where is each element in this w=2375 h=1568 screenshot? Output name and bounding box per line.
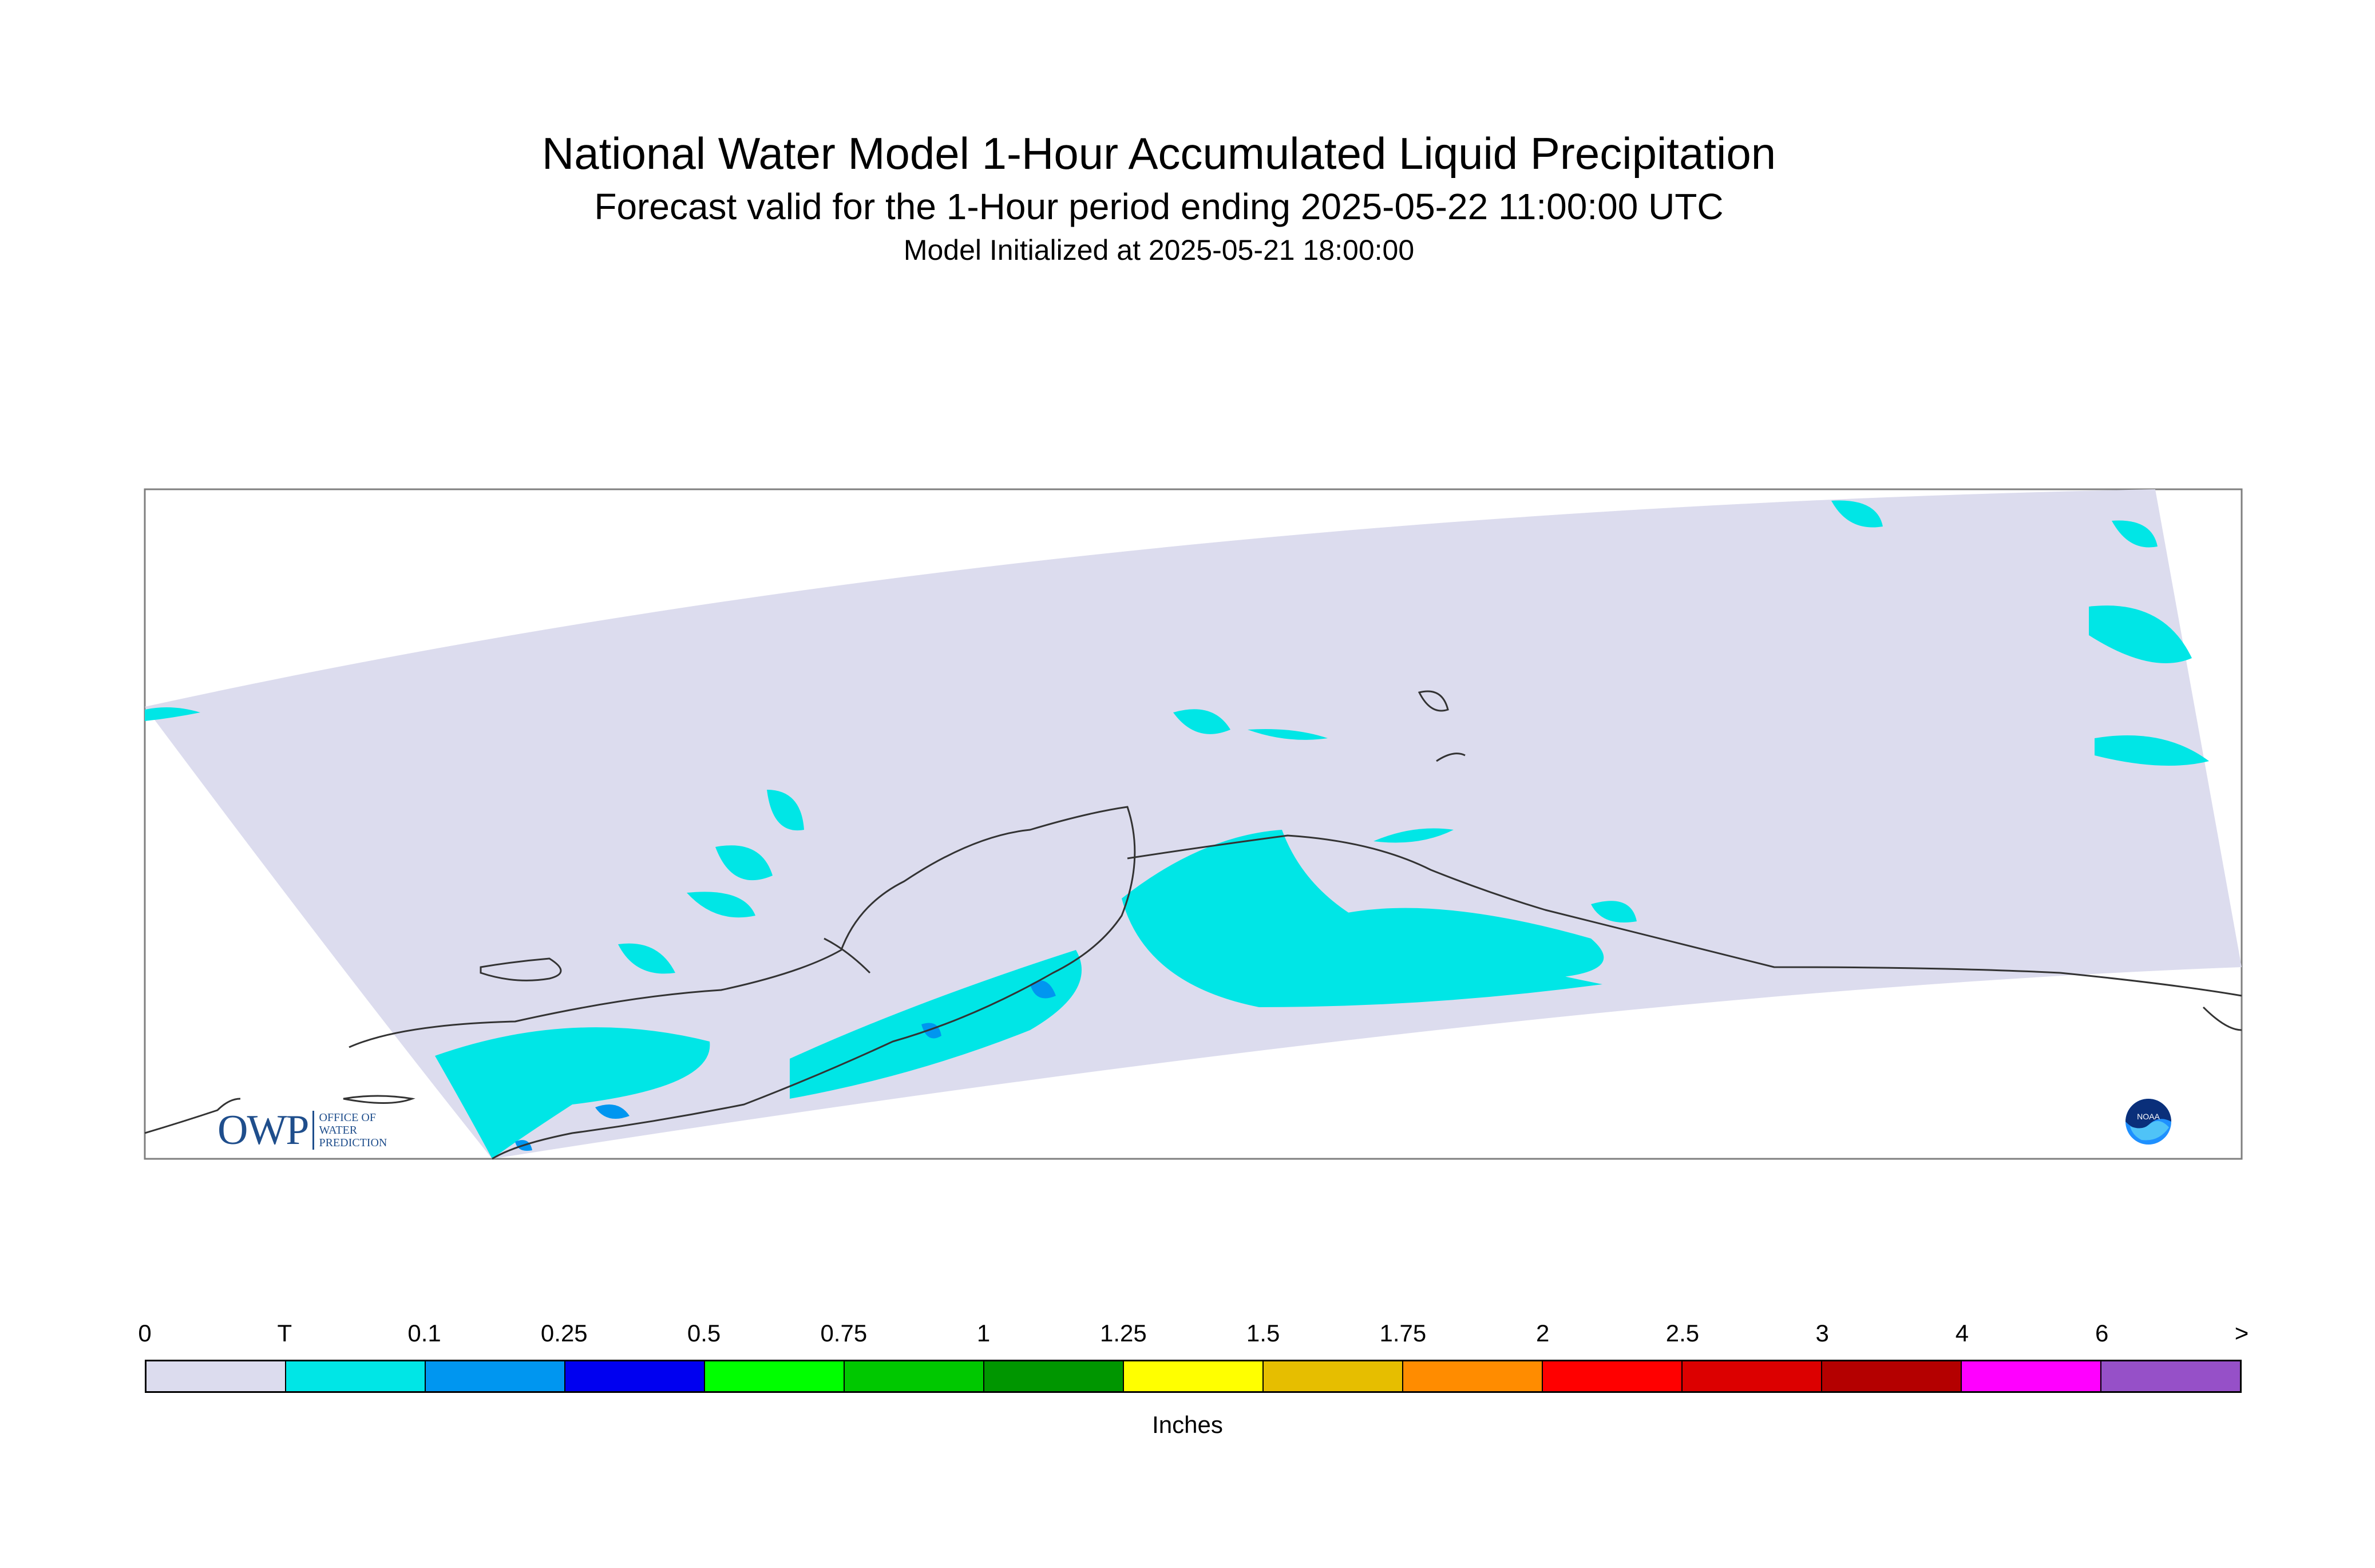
- legend-tick-label: 0: [138, 1320, 152, 1347]
- noaa-logo-text: NOAA: [2137, 1112, 2160, 1121]
- coastlines: [144, 690, 2242, 1160]
- legend-swatch: [1962, 1361, 2101, 1391]
- legend-swatch: [2101, 1361, 2240, 1391]
- legend-tick-label: 1.5: [1246, 1320, 1280, 1347]
- legend-swatch: [984, 1361, 1124, 1391]
- chart-title: National Water Model 1-Hour Accumulated …: [541, 128, 1776, 179]
- legend-swatch: [1822, 1361, 1962, 1391]
- legend-swatch: [1403, 1361, 1543, 1391]
- legend-tick-label: 1.25: [1099, 1320, 1147, 1347]
- legend-tick-label: 0.75: [820, 1320, 868, 1347]
- legend-tick-label: >: [2234, 1320, 2249, 1347]
- legend-tick-label: 1.75: [1379, 1320, 1427, 1347]
- legend-tick-label: 2: [1535, 1320, 1550, 1347]
- legend-tick-label: 2.5: [1665, 1320, 1700, 1347]
- owp-logo-mark: OWP: [217, 1106, 309, 1154]
- legend-swatch: [1543, 1361, 1683, 1391]
- precip-trace-areas: [145, 500, 2209, 1159]
- legend-tick-label: 0.5: [687, 1320, 721, 1347]
- owp-logo-text: OFFICE OF WATER PREDICTION: [319, 1111, 387, 1149]
- legend-swatch: [1264, 1361, 1403, 1391]
- legend-swatch: [705, 1361, 845, 1391]
- legend-tick-labels: 0 T 0.1 0.25 0.5 0.75 1 1.25 1.5 1.75 2 2.5 3 4 6 >: [138, 1316, 2249, 1351]
- legend-swatch: [147, 1361, 286, 1391]
- title-block: National Water Model 1-Hour Accumulated …: [0, 125, 2318, 269]
- legend-swatch: [845, 1361, 984, 1391]
- legend-swatch: [286, 1361, 426, 1391]
- model-init-label: Model Initialized at 2025-05-21 18:00:00: [903, 234, 1415, 266]
- legend-swatch: [426, 1361, 565, 1391]
- legend-tick-label: 4: [1955, 1320, 1969, 1347]
- legend-tick-label: 6: [2095, 1320, 2109, 1347]
- legend-swatch: [1124, 1361, 1264, 1391]
- legend-swatch: [1683, 1361, 1822, 1391]
- legend-swatch: [565, 1361, 705, 1391]
- owp-logo: OWP OFFICE OF WATER PREDICTION: [217, 1106, 387, 1154]
- legend-tick-label: 1: [976, 1320, 991, 1347]
- legend-tick-label: 3: [1815, 1320, 1829, 1347]
- noaa-logo: NOAA: [2125, 1099, 2171, 1145]
- legend-units-label: Inches: [1152, 1411, 1223, 1438]
- owp-logo-divider: [312, 1111, 315, 1150]
- legend-colorbar: [145, 1360, 2242, 1393]
- chart-subtitle: Forecast valid for the 1-Hour period end…: [594, 186, 1724, 227]
- model-domain: [145, 489, 2242, 1159]
- legend-tick-label: 0.25: [540, 1320, 588, 1347]
- legend-tick-label: T: [277, 1320, 292, 1347]
- legend-tick-label: 0.1: [407, 1320, 441, 1347]
